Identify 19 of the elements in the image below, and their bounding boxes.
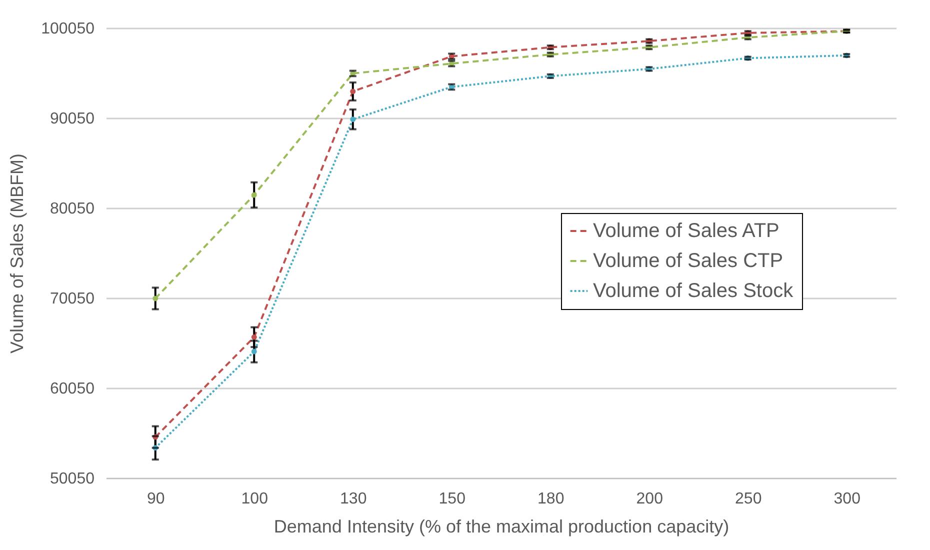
x-tick-label: 250 — [735, 490, 762, 508]
x-tick-label: 100 — [241, 490, 268, 508]
x-tick-label: 130 — [340, 490, 367, 508]
x-tick-label: 90 — [146, 490, 165, 508]
x-tick-label: 180 — [538, 490, 564, 508]
y-tick-label: 100050 — [41, 20, 95, 38]
legend-label: Volume of Sales Stock — [593, 280, 794, 302]
x-axis-title: Demand Intensity (% of the maximal production capacity) — [274, 516, 730, 536]
x-tick-label: 150 — [438, 490, 466, 508]
y-tick-label: 90050 — [50, 110, 95, 128]
legend-label: Volume of Sales CTP — [593, 250, 784, 272]
y-axis-title: Volume of Sales (MBFM) — [7, 153, 28, 354]
x-tick-label: 200 — [636, 490, 664, 508]
y-tick-label: 80050 — [50, 200, 95, 218]
legend-label: Volume of Sales ATP — [593, 220, 780, 242]
y-tick-label: 50050 — [50, 470, 95, 488]
x-tick-label: 300 — [834, 490, 861, 508]
y-tick-label: 70050 — [50, 290, 95, 308]
y-tick-label: 60050 — [50, 380, 95, 398]
